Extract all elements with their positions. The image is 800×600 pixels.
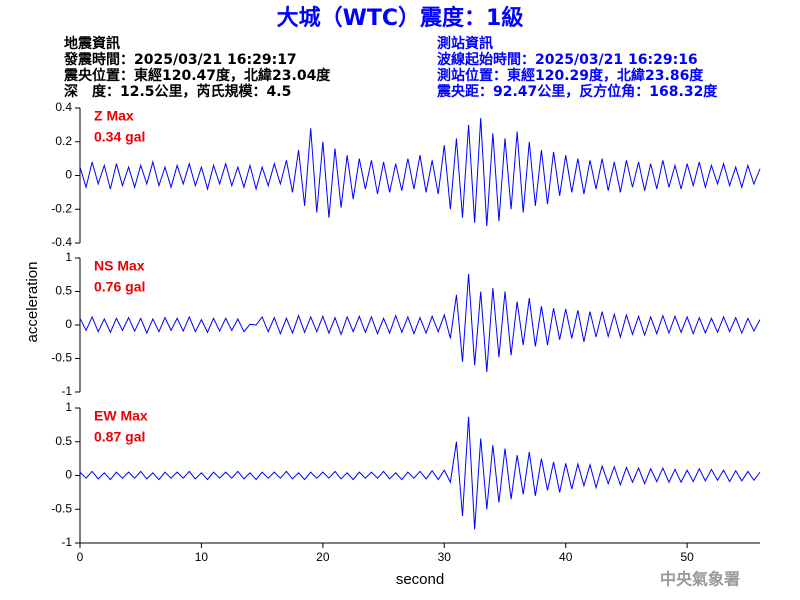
earthquake-info: 地震資訊 發震時間：2025/03/21 16:29:17 震央位置：東經120… — [63, 35, 331, 100]
waveform — [79, 274, 761, 372]
annotation: 0.34 gal — [94, 129, 145, 145]
x-axis-label: second — [396, 571, 444, 588]
info-line: 震央位置：東經120.47度，北緯23.04度 — [63, 67, 331, 84]
waveform — [79, 118, 761, 227]
y-tick-label: 0.2 — [55, 134, 72, 148]
info-line: 測站資訊 — [437, 35, 493, 52]
y-tick-label: -1 — [61, 535, 72, 549]
y-tick-label: 1 — [65, 250, 72, 264]
chart-title: 大城（WTC）震度：1級 — [277, 5, 524, 31]
info-line: 波線起始時間：2025/03/21 16:29:16 — [437, 51, 698, 68]
annotation: EW Max — [94, 408, 148, 424]
info-line: 深 度：12.5公里，芮氏規模：4.5 — [64, 83, 291, 100]
y-axis-label: acceleration — [24, 262, 41, 343]
x-tick-label: 0 — [77, 550, 84, 564]
footer: 中央氣象署 — [660, 570, 740, 589]
y-tick-label: 0.5 — [55, 284, 72, 298]
waveform — [79, 416, 761, 530]
y-tick-label: 0 — [65, 168, 72, 182]
annotation: Z Max — [94, 108, 134, 124]
x-tick-label: 40 — [559, 550, 573, 564]
y-tick-label: 0.5 — [55, 434, 72, 448]
y-tick-label: -0.5 — [51, 501, 72, 515]
y-tick-label: -0.2 — [51, 201, 72, 215]
station-info: 測站資訊 波線起始時間：2025/03/21 16:29:16 測站位置：東經1… — [436, 35, 718, 100]
info-line: 測站位置：東經120.29度，北緯23.86度 — [437, 67, 704, 84]
y-tick-label: 0.4 — [55, 100, 72, 114]
x-tick-label: 10 — [195, 550, 209, 564]
info-line: 地震資訊 — [64, 35, 120, 52]
info-line: 發震時間：2025/03/21 16:29:17 — [63, 51, 297, 68]
y-tick-label: 1 — [65, 400, 72, 414]
y-tick-label: 0 — [65, 317, 72, 331]
y-tick-label: 0 — [65, 468, 72, 482]
y-tick-label: -0.4 — [51, 235, 72, 249]
annotation: 0.76 gal — [94, 279, 145, 295]
x-tick-label: 30 — [438, 550, 452, 564]
x-tick-label: 20 — [316, 550, 330, 564]
y-tick-label: -1 — [61, 384, 72, 398]
info-line: 震央距：92.47公里，反方位角：168.32度 — [436, 83, 718, 100]
y-tick-label: -0.5 — [51, 351, 72, 365]
annotation: 0.87 gal — [94, 429, 145, 445]
x-tick-label: 50 — [680, 550, 694, 564]
annotation: NS Max — [94, 258, 145, 274]
